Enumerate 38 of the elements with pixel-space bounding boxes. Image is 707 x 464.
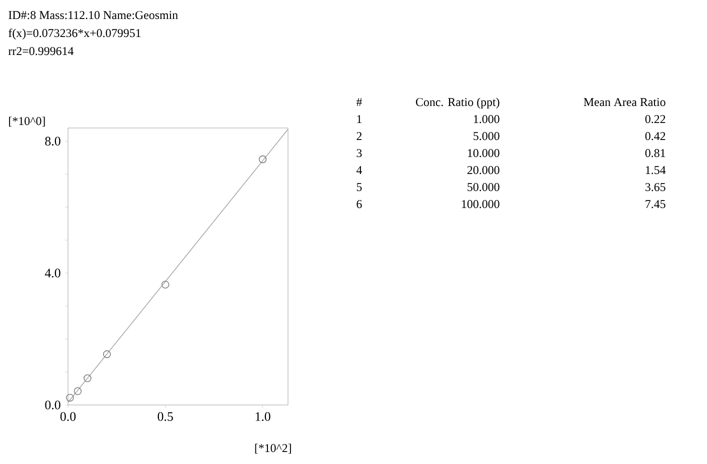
point (258, 155, 267, 164)
text: 0.81 (645, 149, 666, 158)
point (74, 387, 82, 396)
text: rr2=0.999614 (8, 47, 74, 56)
text: 3 (356, 149, 362, 158)
point (103, 350, 111, 358)
chart-title: ID#:8 Mass:112.10 Name:Geosmin (8, 11, 178, 20)
text: 20.000 (467, 166, 500, 174)
text: 100.000 (462, 200, 500, 208)
point (66, 394, 74, 402)
text: 4 (356, 166, 362, 174)
text: 7.45 (646, 200, 666, 208)
y-tick-label: 8.0 (45, 136, 60, 146)
text: 1 (357, 115, 362, 123)
text: 0.42 (645, 132, 666, 140)
y-axis-title: [*10^0] (9, 116, 45, 127)
text: 0.22 (645, 115, 666, 124)
y-tick-label: 0.0 (45, 400, 60, 410)
text: 6 (356, 200, 362, 208)
text: Mean Area Ratio (584, 98, 666, 106)
y-tick-label: 4.0 (44, 268, 60, 278)
chart-subtitle: f(x)=0.073236*x+0.079951 (8, 28, 141, 40)
text: 5 (356, 183, 362, 192)
x-tick-label: 0.0 (60, 412, 76, 421)
text: 1.54 (646, 166, 666, 174)
text: 1.000 (474, 115, 500, 124)
text: 50.000 (468, 183, 500, 192)
x-tick-label: 1.0 (256, 412, 270, 421)
point (84, 374, 92, 382)
x-axis-title: [*10^2] (255, 444, 291, 454)
x-tick-label: 0.5 (158, 412, 173, 421)
text: 3.65 (645, 183, 666, 192)
point (161, 280, 170, 289)
text: 2 (356, 132, 362, 140)
text: 5.000 (474, 132, 500, 140)
text: 10.000 (468, 149, 500, 158)
text: Conc. Ratio (ppt) (416, 98, 500, 109)
text: # (356, 98, 362, 106)
